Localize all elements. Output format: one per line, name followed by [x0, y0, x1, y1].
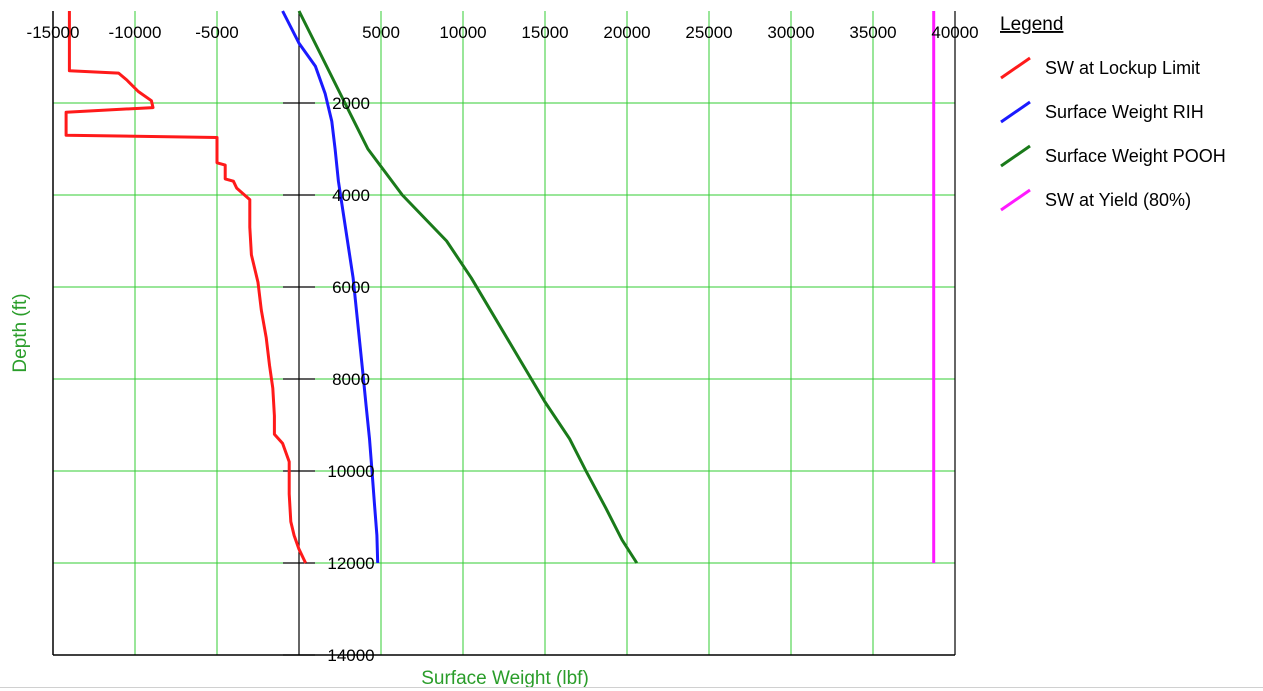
y-tick-label: 14000 [327, 646, 374, 665]
legend-label: SW at Lockup Limit [1045, 58, 1200, 78]
x-tick-label: 5000 [362, 23, 400, 42]
legend: Legend SW at Lockup Limit Surface Weight … [1000, 14, 1226, 212]
x-tick-label: 40000 [931, 23, 978, 42]
tick-labels: -15000 -10000 -5000 5000 10000 15000 20000 2500… [27, 23, 979, 665]
y-tick-label: 8000 [332, 370, 370, 389]
y-tick-label: 6000 [332, 278, 370, 297]
series-line-1 [64, 11, 307, 564]
x-tick-label: -5000 [195, 23, 238, 42]
bottom-divider [0, 687, 1263, 688]
x-tick-label: 25000 [685, 23, 732, 42]
y-tick-label: 4000 [332, 186, 370, 205]
x-tick-label: -10000 [109, 23, 162, 42]
legend-label: SW at Yield (80%) [1045, 190, 1191, 210]
series-line-3 [297, 10, 639, 564]
x-tick-label: -15000 [27, 23, 80, 42]
legend-title: Legend [1000, 14, 1063, 35]
x-tick-label: 35000 [849, 23, 896, 42]
y-tick-label: 2000 [332, 94, 370, 113]
x-tick-label: 10000 [439, 23, 486, 42]
x-tick-label: 30000 [767, 23, 814, 42]
legend-swatch [1000, 188, 1031, 212]
x-tick-label: 15000 [521, 23, 568, 42]
plot-frame [52, 11, 956, 656]
legend-swatch [1000, 56, 1031, 80]
y-axis-title: Depth (ft) [10, 293, 31, 372]
series-lines [64, 10, 936, 564]
x-tick-label: 20000 [603, 23, 650, 42]
series-line-2 [281, 10, 380, 564]
legend-label: Surface Weight RIH [1045, 102, 1204, 122]
zero-depth-axis [283, 11, 315, 656]
legend-label: Surface Weight POOH [1045, 146, 1226, 166]
x-axis-title: Surface Weight (lbf) [421, 668, 589, 689]
y-tick-label: 12000 [327, 554, 374, 573]
y-tick-label: 10000 [327, 462, 374, 481]
legend-swatch [1000, 100, 1031, 124]
legend-swatch [1000, 144, 1031, 168]
